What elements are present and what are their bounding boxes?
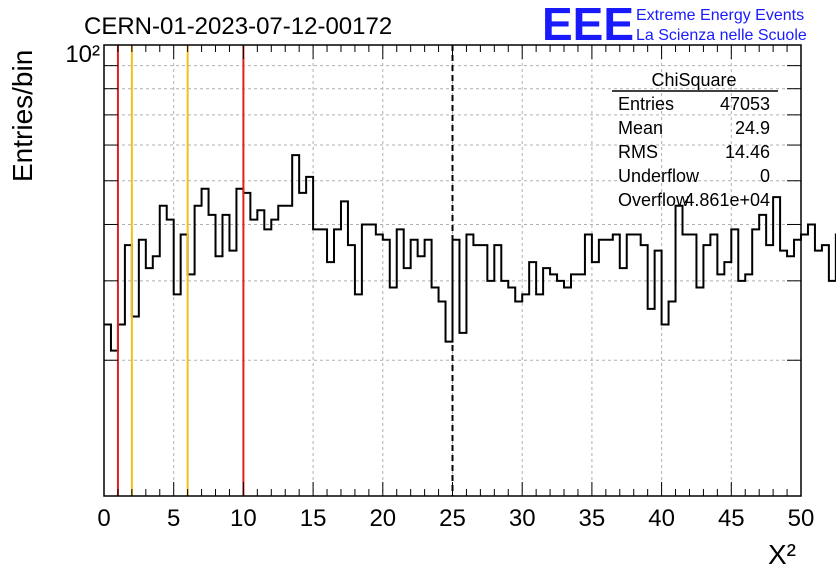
x-tick-label: 30 [509,505,536,532]
x-tick-label: 0 [97,505,110,532]
stats-label-underflow: Underflow [618,166,700,186]
eee-logo: EEE Extreme Energy Events La Scienza nel… [542,0,807,50]
stats-label-overflow: Overflow [618,190,690,210]
stats-label-rms: RMS [618,142,658,162]
x-tick-label: 5 [167,505,180,532]
histogram-series [104,154,836,352]
logo-line2: La Scienza nelle Scuole [636,27,807,44]
x-tick-label: 10 [230,505,257,532]
y-axis-label: Entries/bin [7,50,38,182]
y-tick-label-top: 10² [65,41,100,68]
logo-letters: EEE [542,0,634,50]
x-tick-label: 40 [648,505,675,532]
stats-value-overflow: 4.861e+04 [684,190,770,210]
x-tick-label: 15 [300,505,327,532]
histogram-line [104,154,836,352]
stats-value-underflow: 0 [760,166,770,186]
logo-line1: Extreme Energy Events [636,7,804,24]
stats-value-mean: 24.9 [735,118,770,138]
stats-label-mean: Mean [618,118,663,138]
reference-lines [116,45,454,496]
x-axis-label: X² [768,539,796,570]
x-tick-label: 50 [788,505,815,532]
x-tick-label: 35 [579,505,606,532]
stats-title: ChiSquare [651,70,736,90]
run-title: CERN-01-2023-07-12-00172 [84,13,392,40]
stats-value-rms: 14.46 [725,142,770,162]
stats-value-entries: 47053 [720,94,770,114]
x-tick-label: 20 [369,505,396,532]
axes: 0 5 10 15 20 25 30 35 40 45 50 [97,44,815,532]
stats-label-entries: Entries [618,94,674,114]
x-tick-label: 25 [439,505,466,532]
x-tick-label: 45 [718,505,745,532]
stats-box: ChiSquare Entries 47053 Mean 24.9 RMS 14.46 Un… [612,70,778,210]
